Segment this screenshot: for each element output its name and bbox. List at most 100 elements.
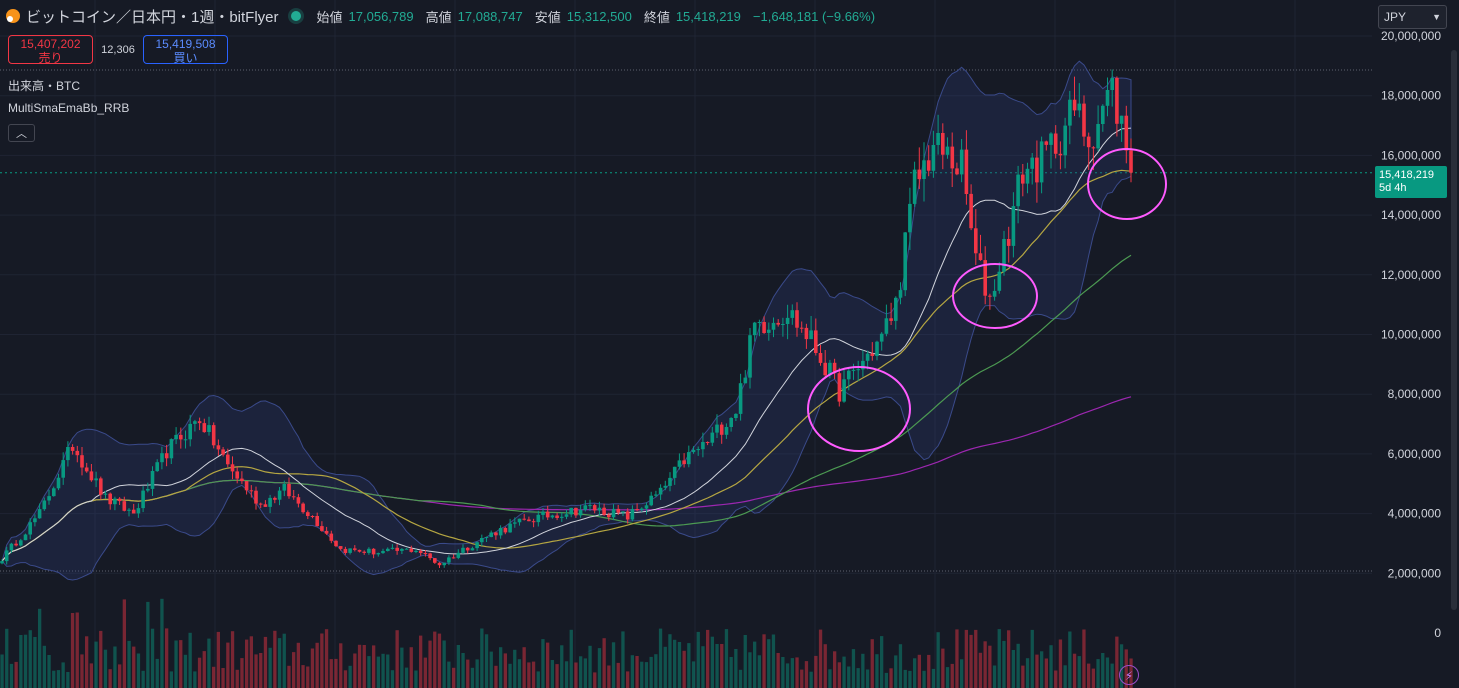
candle-body [734, 413, 738, 418]
candle-body [729, 418, 733, 427]
volume-bar [343, 670, 348, 688]
candle-body [400, 549, 404, 551]
buy-button[interactable]: 15,419,508 買い [143, 35, 228, 65]
candle-body [33, 518, 37, 523]
volume-bar [404, 667, 409, 688]
candle-body [277, 490, 282, 500]
volume-bar [442, 640, 446, 688]
volume-bar [1016, 643, 1020, 688]
candle-body [1002, 239, 1006, 272]
candle-body [687, 452, 691, 465]
volume-bar [673, 639, 677, 688]
candle-body [799, 327, 804, 329]
volume-bar [423, 657, 427, 688]
candle-body [752, 322, 757, 336]
candle-body [978, 253, 983, 261]
sell-button[interactable]: 15,407,202 売り [8, 35, 93, 65]
candle-body [329, 533, 334, 541]
volume-bar [66, 672, 70, 688]
buy-price: 15,419,508 [155, 37, 216, 51]
candle-body [56, 477, 61, 489]
candle-body [861, 360, 865, 370]
volume-bar [362, 645, 366, 688]
volume-bar [56, 670, 61, 688]
ma-indicator-label[interactable]: MultiSmaEmaBb_RRB [8, 101, 130, 115]
highlight-circle [952, 263, 1038, 329]
candle-body [258, 503, 263, 505]
candle-body [437, 562, 442, 566]
candle-body [950, 146, 955, 169]
volume-bar [456, 645, 460, 688]
volume-bar [851, 649, 856, 688]
volume-bar [146, 601, 150, 688]
volume-bar [865, 669, 870, 688]
volume-bar [574, 662, 578, 688]
volume-bar [964, 629, 968, 688]
volume-bar [494, 665, 498, 688]
collapse-indicators-button[interactable]: ︿ [8, 124, 35, 142]
volume-bar [263, 636, 268, 688]
candle-body [268, 497, 272, 507]
candle-body [550, 515, 555, 518]
candle-body [456, 552, 461, 558]
volume-bar [461, 653, 465, 688]
volume-bar [847, 666, 851, 688]
volume-bar [522, 647, 526, 688]
candle-body [418, 550, 423, 553]
candle-body [395, 547, 399, 551]
volume-bar [842, 656, 846, 688]
candle-body [719, 424, 724, 435]
candle-body [197, 421, 202, 424]
candle-body [1021, 174, 1025, 184]
candle-body [682, 460, 686, 465]
candle-body [875, 341, 879, 356]
volume-indicator-label[interactable]: 出来高・BTC [8, 79, 81, 93]
volume-bar [329, 659, 333, 688]
volume-bar [804, 661, 809, 688]
candle-body [42, 500, 47, 510]
volume-bar [292, 652, 296, 688]
volume-bar [626, 671, 630, 688]
volume-bar [390, 670, 395, 688]
volume-bar [1002, 640, 1006, 688]
candle-body [1030, 157, 1034, 169]
volume-bar [470, 667, 475, 688]
price-scrollbar[interactable] [1451, 50, 1457, 610]
volume-bar [870, 639, 874, 688]
candle-body [254, 490, 258, 504]
volume-bar [654, 654, 658, 688]
volume-bar [136, 653, 141, 688]
candle-body [630, 509, 635, 520]
volume-bar [437, 633, 442, 688]
volume-bar [489, 651, 493, 688]
candle-body [592, 505, 597, 511]
price-axis: 20,000,000 18,000,000 16,000,000 14,000,000… [1381, 29, 1441, 640]
candle-body [818, 353, 823, 363]
currency-value: JPY [1384, 10, 1407, 24]
volume-bar [536, 671, 540, 688]
candle-body [155, 462, 159, 472]
y-axis-tick-label: 16,000,000 [1381, 148, 1441, 162]
volume-bar [165, 628, 169, 688]
volume-bar [38, 608, 42, 688]
candle-body [894, 297, 898, 321]
volume-bar [334, 658, 338, 688]
currency-select[interactable]: JPY ▼ [1378, 5, 1447, 29]
bitcoin-icon [6, 9, 20, 23]
symbol-title[interactable]: ビットコイン／日本円・1週・bitFlyer [26, 8, 279, 26]
candle-body [338, 546, 343, 549]
candle-body [602, 507, 606, 515]
lightning-icon[interactable]: ⚡ [1119, 665, 1139, 685]
volume-bar [691, 661, 696, 688]
volume-bar [1049, 645, 1053, 688]
volume-bar [531, 661, 536, 688]
volume-bar [245, 639, 249, 688]
volume-bar [936, 632, 940, 688]
candle-body [889, 318, 893, 321]
volume-bar [969, 634, 973, 688]
volume-bar [682, 650, 686, 688]
volume-bar [324, 629, 329, 688]
highlight-circle [807, 366, 911, 452]
candle-body [865, 353, 870, 361]
